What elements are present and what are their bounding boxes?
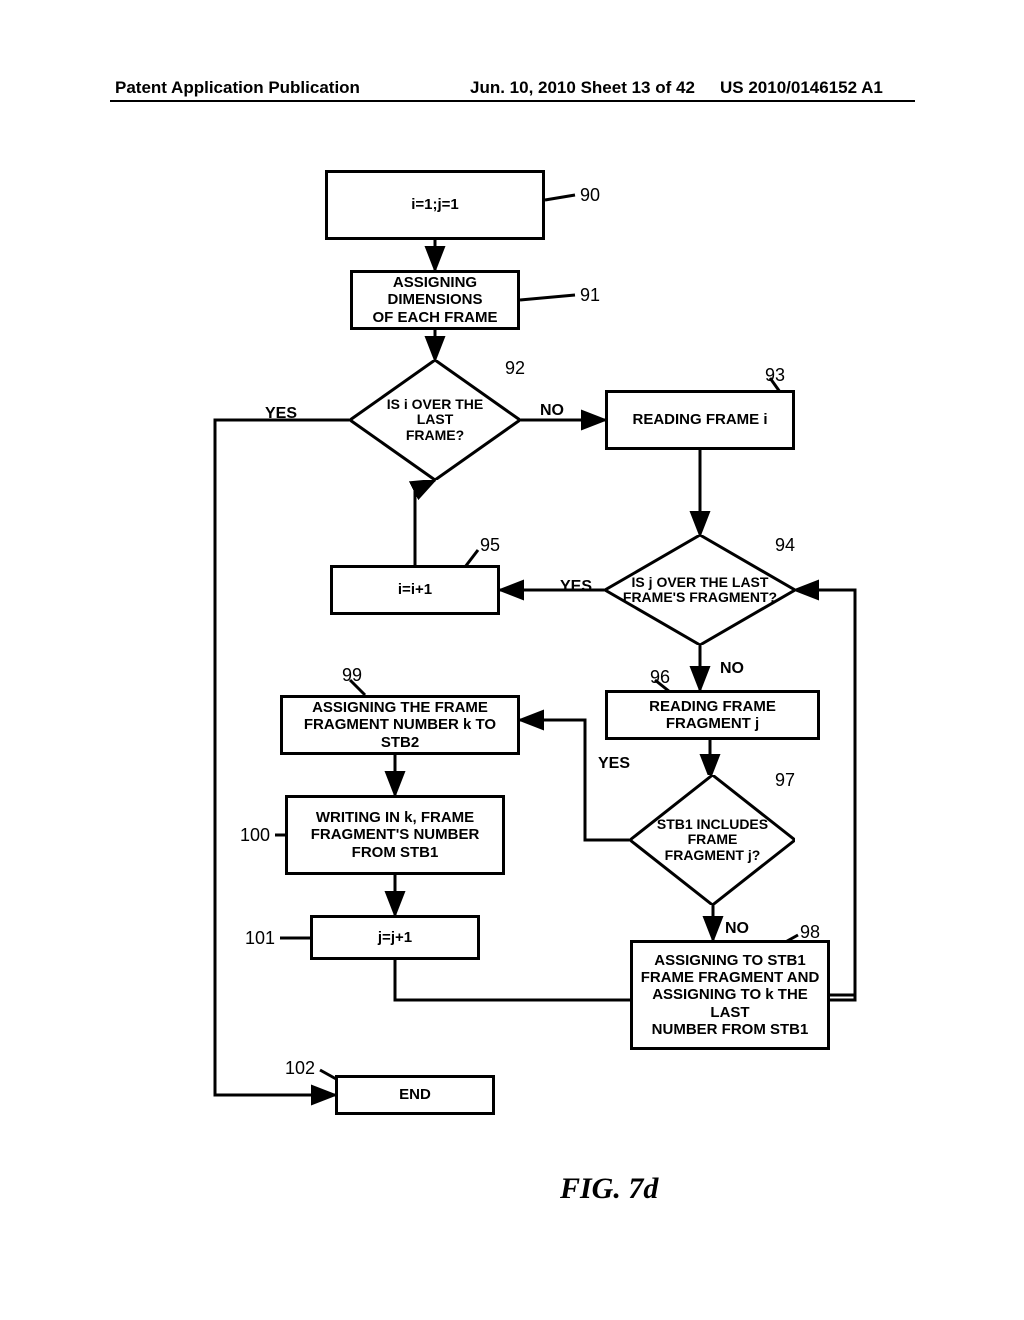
flow-node-n99: ASSIGNING THE FRAMEFRAGMENT NUMBER k TO … <box>280 695 520 755</box>
ref-label-91: 91 <box>580 285 600 306</box>
page-root: Patent Application Publication Jun. 10, … <box>0 0 1024 1320</box>
ref-label-97: 97 <box>775 770 795 791</box>
flow-node-n92: IS i OVER THELASTFRAME? <box>350 360 520 480</box>
flow-node-n90: i=1;j=1 <box>325 170 545 240</box>
flow-node-n96: READING FRAME FRAGMENT j <box>605 690 820 740</box>
ref-label-93: 93 <box>765 365 785 386</box>
ref-label-96: 96 <box>650 667 670 688</box>
flow-node-n91: ASSIGNING DIMENSIONSOF EACH FRAME <box>350 270 520 330</box>
ref-label-101: 101 <box>245 928 275 949</box>
ref-label-100: 100 <box>240 825 270 846</box>
flow-node-n98: ASSIGNING TO STB1FRAME FRAGMENT ANDASSIG… <box>630 940 830 1050</box>
ref-label-94: 94 <box>775 535 795 556</box>
ref-label-102: 102 <box>285 1058 315 1079</box>
edge-label-no92: NO <box>540 402 564 420</box>
header-center: Jun. 10, 2010 Sheet 13 of 42 <box>470 78 695 98</box>
flow-node-n100: WRITING IN k, FRAMEFRAGMENT'S NUMBERFROM… <box>285 795 505 875</box>
edge-label-yes97: YES <box>598 755 630 773</box>
ref-label-92: 92 <box>505 358 525 379</box>
header-divider <box>110 100 915 102</box>
flow-node-n102: END <box>335 1075 495 1115</box>
flow-node-n97: STB1 INCLUDESFRAMEFRAGMENT j? <box>630 775 795 905</box>
edge-label-yes94: YES <box>560 578 592 596</box>
flow-node-n94: IS j OVER THE LASTFRAME'S FRAGMENT? <box>605 535 795 645</box>
edge-label-no97: NO <box>725 920 749 938</box>
flow-node-n101: j=j+1 <box>310 915 480 960</box>
ref-label-90: 90 <box>580 185 600 206</box>
header-right: US 2010/0146152 A1 <box>720 78 883 98</box>
ref-label-98: 98 <box>800 922 820 943</box>
flow-node-n95: i=i+1 <box>330 565 500 615</box>
edge-label-yes92: YES <box>265 405 297 423</box>
edge-label-no94: NO <box>720 660 744 678</box>
flowchart-diagram: i=1;j=1 90 ASSIGNING DIMENSIONSOF EACH FRA… <box>110 140 915 1240</box>
ref-label-95: 95 <box>480 535 500 556</box>
figure-caption: FIG. 7d <box>560 1172 658 1206</box>
ref-label-99: 99 <box>342 665 362 686</box>
flow-node-n93: READING FRAME i <box>605 390 795 450</box>
header-left: Patent Application Publication <box>115 78 360 98</box>
